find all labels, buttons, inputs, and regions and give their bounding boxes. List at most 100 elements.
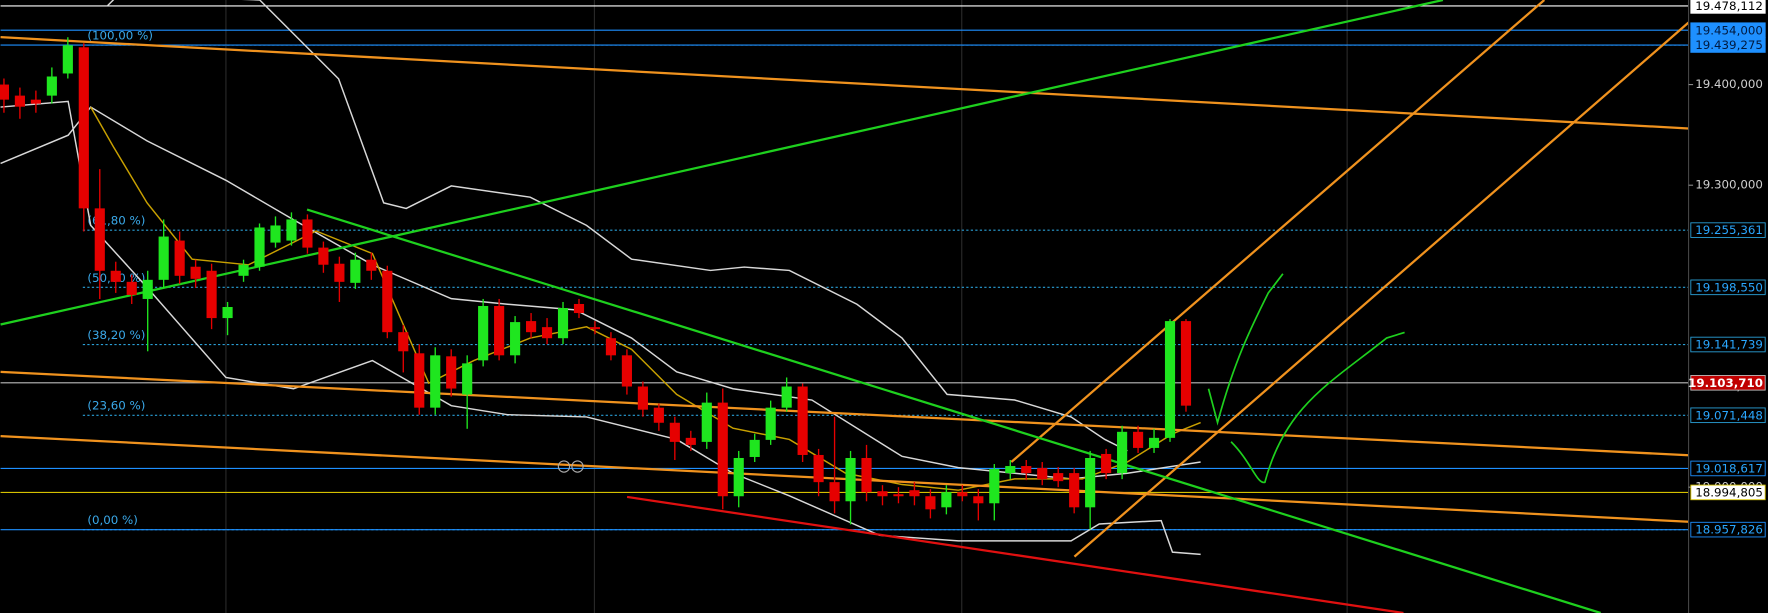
candle-body <box>877 491 888 497</box>
candle-body <box>78 47 89 209</box>
candle-body <box>749 439 760 457</box>
candle-body <box>765 407 776 440</box>
candle-body <box>797 386 808 455</box>
price-axis <box>1688 0 1768 613</box>
fib-label: (38,20 %) <box>87 328 145 342</box>
price-marker-label: 19.255,361 <box>1695 223 1763 237</box>
candle-body <box>238 264 249 276</box>
candle-body <box>685 437 696 445</box>
candle-body <box>94 208 105 271</box>
candle-body <box>1164 321 1176 438</box>
candle-body <box>589 327 601 330</box>
candle-body <box>302 219 313 248</box>
candle-body <box>989 469 1000 504</box>
candle-body <box>781 386 792 408</box>
candle-body <box>334 263 345 282</box>
trendline <box>0 434 1689 523</box>
candle-body <box>510 322 521 356</box>
candle-body <box>813 454 824 483</box>
candle-body <box>190 266 201 279</box>
price-marker <box>1690 0 1766 14</box>
candle-body <box>669 422 680 442</box>
candle-body <box>366 259 377 271</box>
candle-body <box>382 270 393 333</box>
candle-body <box>1005 466 1016 474</box>
price-marker-label: 19.439,275 <box>1695 38 1763 52</box>
price-marker <box>1690 521 1766 538</box>
trendline <box>0 370 1689 457</box>
price-marker <box>1690 279 1766 296</box>
icon <box>557 460 571 473</box>
y-tick-label: 19.400,000 <box>1695 77 1763 91</box>
candle-body <box>573 303 585 314</box>
candle-body <box>286 219 297 241</box>
candle-body <box>318 247 329 265</box>
candle-body <box>621 355 632 387</box>
candle-body <box>126 281 137 295</box>
candle-body <box>1037 468 1048 480</box>
price-marker <box>1690 375 1766 391</box>
candle-body <box>46 76 57 96</box>
candle-body <box>110 270 121 282</box>
bollinger-upper <box>107 0 1128 452</box>
candle-body <box>30 99 41 104</box>
candle-body <box>1053 473 1064 482</box>
trendline <box>626 495 1404 613</box>
price-marker-label: 18.994,805 <box>1695 485 1763 499</box>
price-marker <box>1690 336 1766 353</box>
price-marker <box>1690 222 1766 238</box>
candle-body <box>1180 321 1192 406</box>
bollinger-lower <box>0 100 1201 556</box>
candle-body <box>861 457 872 493</box>
candle-body <box>494 305 505 356</box>
candle-body <box>350 259 361 283</box>
vertical-grid <box>225 0 1348 613</box>
candle-body <box>414 353 425 408</box>
candle-body <box>957 492 968 497</box>
icon <box>571 460 584 473</box>
trendline <box>1073 21 1690 558</box>
candle-body <box>893 494 904 497</box>
price-marker-label: 19.071,448 <box>1695 408 1763 422</box>
candle-body <box>1021 466 1032 474</box>
candle-body <box>398 332 409 352</box>
candle-body <box>733 457 744 497</box>
price-marker-label: 18.957,826 <box>1695 523 1763 537</box>
hand-drawn-arrow <box>1230 331 1405 484</box>
candle-body <box>637 386 648 410</box>
fib-label: (100,00 %) <box>87 29 153 43</box>
price-marker-label: 19.103,710 <box>1688 376 1763 390</box>
price-marker <box>1690 484 1766 501</box>
candle-body <box>174 240 185 276</box>
candle-body <box>222 307 233 319</box>
price-marker <box>1690 460 1766 477</box>
candle-body <box>605 338 617 356</box>
price-marker <box>1690 37 1766 53</box>
candles <box>0 37 1192 530</box>
candle-body <box>430 355 441 408</box>
candle-body <box>142 279 153 299</box>
trendline <box>306 208 1602 613</box>
candle-body <box>1117 431 1128 474</box>
price-marker-label: 19.198,550 <box>1695 280 1763 294</box>
candle-body <box>701 402 712 442</box>
trendline <box>1010 0 1546 463</box>
candle-body <box>14 95 25 107</box>
candle-body <box>541 327 553 339</box>
candle-body <box>62 45 73 74</box>
price-marker <box>1690 407 1766 424</box>
candle-body <box>925 496 936 510</box>
candle-body <box>0 84 10 100</box>
price-marker-label: 19.018,617 <box>1695 462 1763 476</box>
candle-body <box>557 308 569 339</box>
candle-body <box>158 236 169 280</box>
fib-label: (23,60 %) <box>87 399 145 413</box>
trendlines <box>0 0 1690 613</box>
candle-body <box>717 402 728 497</box>
hand-drawn-arrow <box>1207 273 1284 426</box>
axis-labels: 19.400,00019.300,00019.100,00019.000,000… <box>1688 0 1766 538</box>
candle-body <box>941 492 952 508</box>
candle-body <box>270 225 281 243</box>
